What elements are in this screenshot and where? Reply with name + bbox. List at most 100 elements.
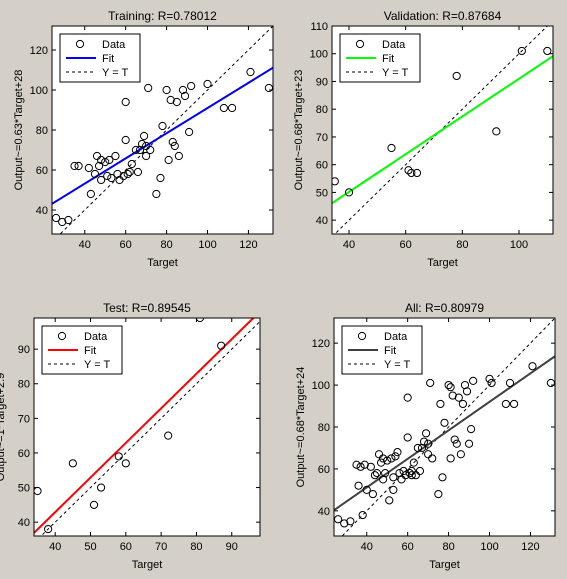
data-point — [370, 471, 380, 480]
legend: Data Fit Y = T — [339, 33, 421, 83]
data-point — [34, 486, 42, 496]
data-point — [366, 462, 375, 471]
data-point — [119, 171, 128, 181]
y-tick-label: 100 — [310, 49, 328, 61]
y-tick-label: 40 — [316, 215, 328, 227]
x-tick-label: 100 — [510, 239, 528, 251]
plot-content — [34, 318, 260, 536]
data-point — [105, 155, 114, 165]
data-point — [509, 399, 519, 409]
data-point — [454, 393, 463, 402]
y-tick-label: 60 — [36, 165, 48, 177]
legend-label-identity: Y = T — [84, 359, 110, 371]
data-point — [452, 439, 461, 448]
legend: Data Fit Y = T — [41, 325, 123, 375]
fit-line — [332, 55, 553, 204]
y-tick-label: 110 — [310, 21, 328, 33]
data-point — [123, 169, 132, 179]
data-point — [152, 189, 161, 199]
data-point — [391, 452, 400, 461]
y-tick-label: 60 — [18, 448, 30, 460]
x-tick-label: 50 — [84, 541, 96, 553]
legend-label-data: Data — [84, 331, 108, 343]
x-tick-label: 70 — [155, 541, 167, 553]
data-point — [70, 161, 79, 171]
x-tick-label: 40 — [49, 541, 61, 553]
fit-line — [334, 355, 555, 511]
data-point — [385, 496, 394, 505]
data-point — [444, 380, 453, 390]
data-point — [464, 439, 474, 448]
data-point — [139, 131, 149, 141]
data-point — [505, 378, 515, 388]
data-point — [383, 456, 392, 465]
plot-content — [334, 318, 555, 536]
data-point — [162, 85, 171, 95]
data-point — [166, 95, 175, 105]
data-point — [97, 175, 106, 185]
data-point — [246, 67, 255, 77]
data-point — [421, 429, 431, 438]
data-point — [125, 167, 134, 177]
x-tick-label: 90 — [226, 541, 238, 553]
legend-label-data: Data — [102, 39, 126, 51]
data-point — [372, 469, 382, 478]
data-point — [407, 471, 416, 480]
legend-data-marker — [355, 39, 365, 49]
y-tick-label: 80 — [36, 125, 48, 137]
data-point — [352, 460, 361, 469]
legend-data-marker — [57, 331, 67, 341]
data-point — [131, 145, 140, 155]
data-point — [90, 169, 100, 179]
data-point — [389, 473, 398, 482]
data-point — [397, 475, 406, 484]
data-point — [203, 79, 212, 89]
y-tick-label: 60 — [318, 464, 330, 476]
y-tick-label: 40 — [18, 517, 30, 529]
plot-content — [332, 26, 553, 234]
legend-label-fit: Fit — [84, 345, 96, 357]
data-point — [424, 439, 433, 448]
data-point — [111, 151, 120, 161]
plot-content — [52, 26, 273, 234]
data-point — [217, 341, 226, 350]
chart-panel-2: Validation: R=0.87684 Target Output~=0.68*… — [293, 9, 554, 269]
fit-line — [34, 318, 255, 534]
data-point — [114, 452, 123, 461]
data-point — [412, 168, 422, 178]
legend: Data Fit Y = T — [341, 325, 423, 375]
x-tick-label: 60 — [120, 541, 132, 553]
data-point — [158, 121, 167, 131]
data-point — [74, 161, 83, 171]
data-point — [133, 167, 143, 177]
data-point — [97, 155, 106, 165]
y-tick-label: 50 — [18, 483, 30, 495]
data-point — [170, 141, 179, 151]
y-tick-label: 40 — [318, 506, 330, 518]
data-point — [227, 103, 237, 113]
chart-title: All: R=0.80979 — [405, 301, 484, 315]
data-point — [137, 139, 147, 149]
data-point — [434, 489, 443, 499]
legend-label-data: Data — [382, 39, 406, 51]
data-point — [68, 459, 77, 468]
x-axis-label: Target — [427, 257, 458, 269]
data-point — [401, 471, 410, 480]
x-axis-label: Target — [429, 559, 460, 571]
data-point — [492, 127, 501, 136]
data-point — [64, 215, 73, 225]
data-point — [58, 217, 67, 227]
data-point — [419, 437, 429, 446]
data-point — [146, 145, 155, 155]
data-point — [387, 143, 396, 153]
data-point — [344, 188, 354, 197]
data-point — [501, 399, 510, 409]
legend-label-fit: Fit — [382, 53, 394, 65]
chart-panel-4: All: R=0.80979 Target Output~=0.68*Target+… — [295, 301, 556, 571]
y-tick-label: 120 — [30, 45, 48, 57]
data-point — [413, 443, 422, 453]
data-point — [107, 173, 116, 183]
x-tick-label: 120 — [521, 541, 539, 553]
data-point — [462, 387, 472, 396]
data-point — [438, 473, 447, 482]
